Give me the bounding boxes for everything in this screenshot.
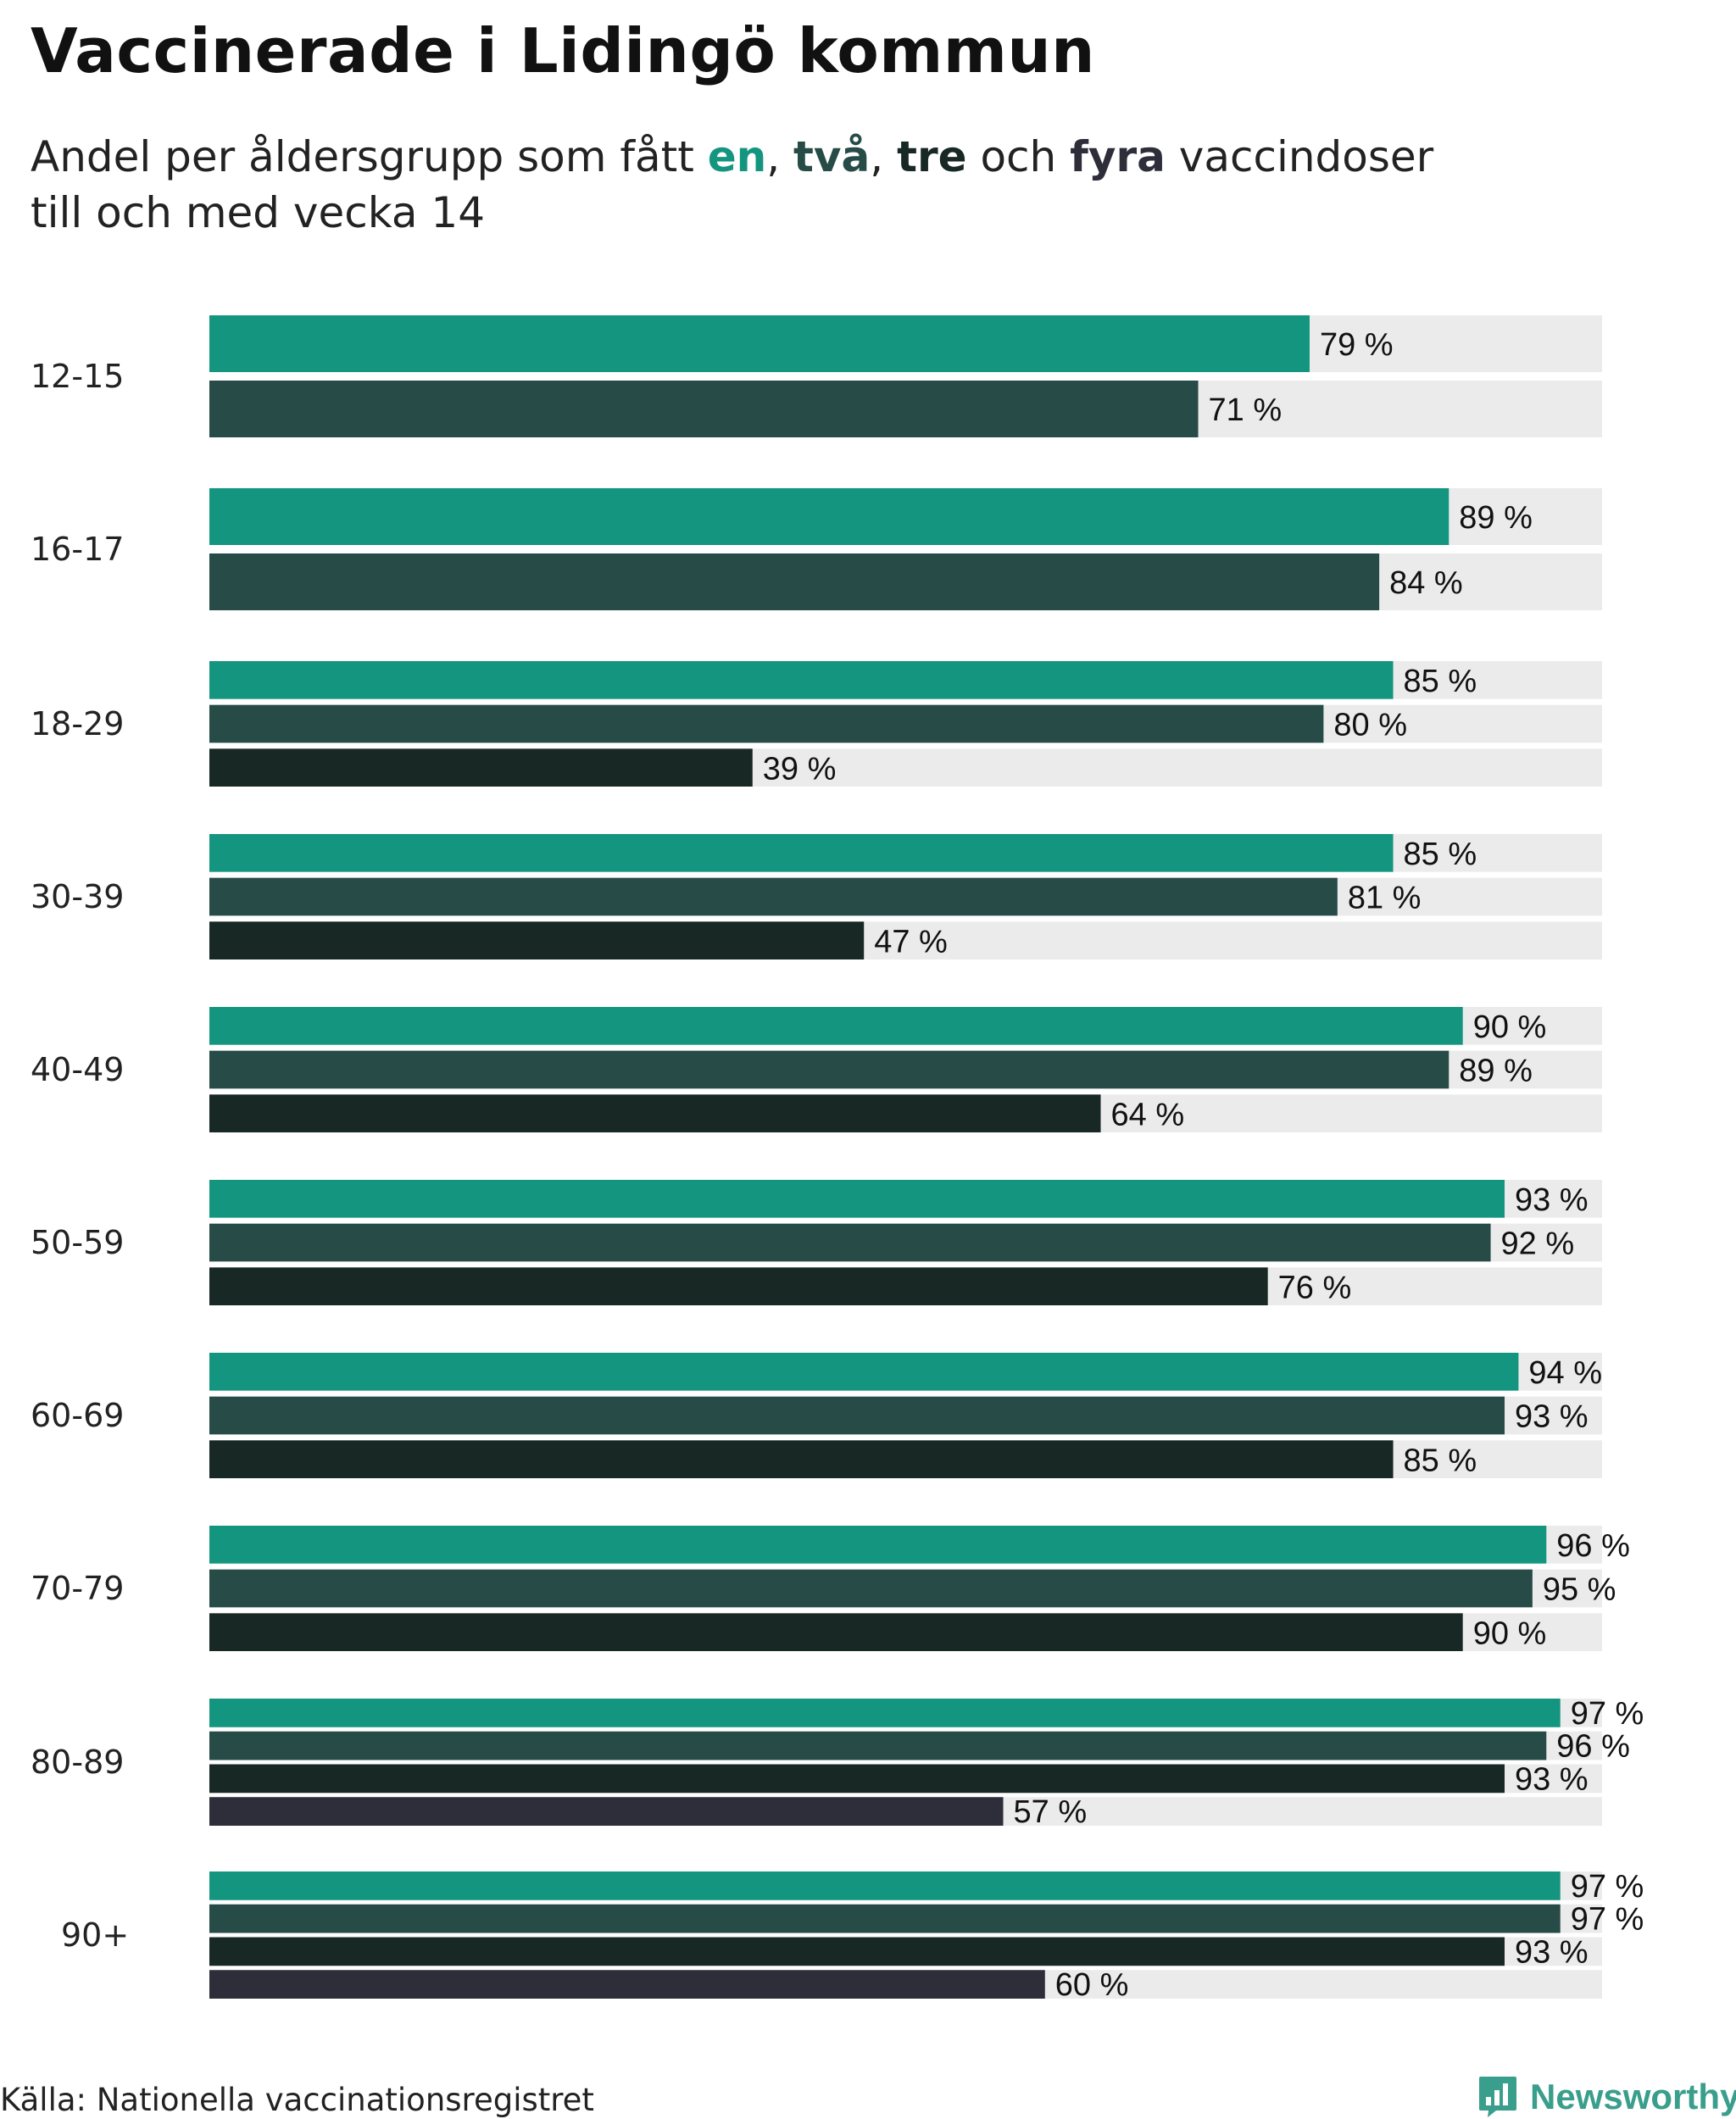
value-label: 93 % xyxy=(1515,1934,1589,1970)
bar-två xyxy=(209,381,1199,437)
value-label: 71 % xyxy=(1209,392,1283,428)
brand-name: Newsworthy xyxy=(1530,2077,1736,2116)
value-label: 81 % xyxy=(1348,881,1422,916)
value-label: 97 % xyxy=(1571,1869,1644,1905)
bar-fyra xyxy=(209,1797,1004,1826)
value-label: 85 % xyxy=(1404,664,1477,699)
value-label: 89 % xyxy=(1459,500,1533,536)
bar-en xyxy=(209,1180,1505,1218)
bar-två xyxy=(209,1904,1561,1933)
bar-en xyxy=(209,1007,1463,1045)
bar-tre xyxy=(209,748,753,787)
bar-två xyxy=(209,704,1324,743)
bar-en xyxy=(209,1353,1519,1391)
bar-två xyxy=(209,1050,1449,1089)
subtitle-key-dose4: fyra xyxy=(1070,132,1166,181)
category-label: 16-17 xyxy=(31,531,124,568)
value-label: 80 % xyxy=(1333,708,1407,743)
category-label: 80-89 xyxy=(31,1744,124,1781)
bar-en xyxy=(209,488,1449,545)
value-label: 60 % xyxy=(1055,1967,1129,2003)
subtitle-separator: och xyxy=(966,132,1071,181)
subtitle-separator: , xyxy=(766,132,794,181)
subtitle-key-dose3: tre xyxy=(897,132,967,181)
value-label: 85 % xyxy=(1404,837,1477,872)
value-label: 57 % xyxy=(1014,1794,1088,1830)
bar-tre xyxy=(209,1267,1268,1305)
source-note: Källa: Nationella vaccinationsregistret xyxy=(0,2082,594,2118)
bar-två xyxy=(209,1396,1505,1435)
value-label: 39 % xyxy=(763,751,837,787)
value-label: 90 % xyxy=(1473,1616,1547,1651)
value-label: 90 % xyxy=(1473,1009,1547,1045)
bar-en xyxy=(209,834,1394,872)
category-label: 40-49 xyxy=(31,1051,124,1088)
value-label: 92 % xyxy=(1501,1226,1575,1262)
value-label: 96 % xyxy=(1556,1729,1630,1765)
bar-tre xyxy=(209,921,865,959)
value-label: 64 % xyxy=(1111,1097,1185,1132)
subtitle-separator: , xyxy=(870,132,898,181)
value-label: 85 % xyxy=(1404,1443,1477,1478)
value-label: 76 % xyxy=(1278,1270,1352,1305)
brand: Newsworthy xyxy=(1477,2075,1736,2119)
category-label: 18-29 xyxy=(31,705,124,742)
bar-chart: 12-15 79 % 71 % 16-17 89 % 84 % 18-29 85 % 80 % 3… xyxy=(31,315,1644,2003)
category-label: 70-79 xyxy=(31,1570,124,1607)
category-label: 60-69 xyxy=(31,1397,124,1434)
chart-title: Vaccinerade i Lidingö kommun xyxy=(31,15,1095,86)
category-label: 90+ xyxy=(61,1916,129,1954)
value-label: 97 % xyxy=(1571,1902,1644,1938)
value-label: 47 % xyxy=(874,924,948,959)
chart-subtitle: Andel per åldersgrupp som fått en, två, … xyxy=(31,129,1433,241)
value-label: 96 % xyxy=(1556,1528,1630,1564)
value-label: 93 % xyxy=(1515,1182,1589,1218)
category-label: 50-59 xyxy=(31,1224,124,1261)
newsworthy-logo-icon xyxy=(1479,2077,1516,2117)
value-label: 79 % xyxy=(1320,327,1394,363)
value-label: 84 % xyxy=(1389,565,1463,601)
bar-två xyxy=(209,1223,1491,1262)
bar-en xyxy=(209,1699,1561,1727)
bar-tre xyxy=(209,1764,1505,1794)
subtitle-key-dose1: en xyxy=(707,132,767,181)
subtitle-suffix: vaccindoser xyxy=(1165,132,1434,181)
value-label: 93 % xyxy=(1515,1399,1589,1435)
category-label: 30-39 xyxy=(31,878,124,915)
subtitle-key-dose2: två xyxy=(793,132,871,181)
bar-en xyxy=(209,1872,1561,1900)
bar-tre xyxy=(209,1613,1463,1651)
bar-två xyxy=(209,877,1338,916)
subtitle-line-2: till och med vecka 14 xyxy=(31,188,486,237)
bar-tre xyxy=(209,1094,1101,1132)
value-label: 95 % xyxy=(1543,1572,1616,1608)
bar-tre xyxy=(209,1440,1394,1478)
subtitle-prefix: Andel per åldersgrupp som fått xyxy=(31,132,708,181)
value-label: 97 % xyxy=(1571,1696,1644,1732)
bar-en xyxy=(209,1526,1547,1564)
bar-en xyxy=(209,315,1310,372)
bar-tre xyxy=(209,1937,1505,1966)
bar-två xyxy=(209,553,1380,610)
bar-två xyxy=(209,1731,1547,1760)
value-label: 94 % xyxy=(1528,1355,1602,1391)
category-label: 12-15 xyxy=(31,358,124,395)
bar-fyra xyxy=(209,1970,1045,1999)
bar-en xyxy=(209,661,1394,699)
value-label: 93 % xyxy=(1515,1761,1589,1797)
value-label: 89 % xyxy=(1459,1054,1533,1089)
bar-två xyxy=(209,1569,1533,1608)
subtitle-line-1: Andel per åldersgrupp som fått en, två, … xyxy=(31,129,1433,185)
